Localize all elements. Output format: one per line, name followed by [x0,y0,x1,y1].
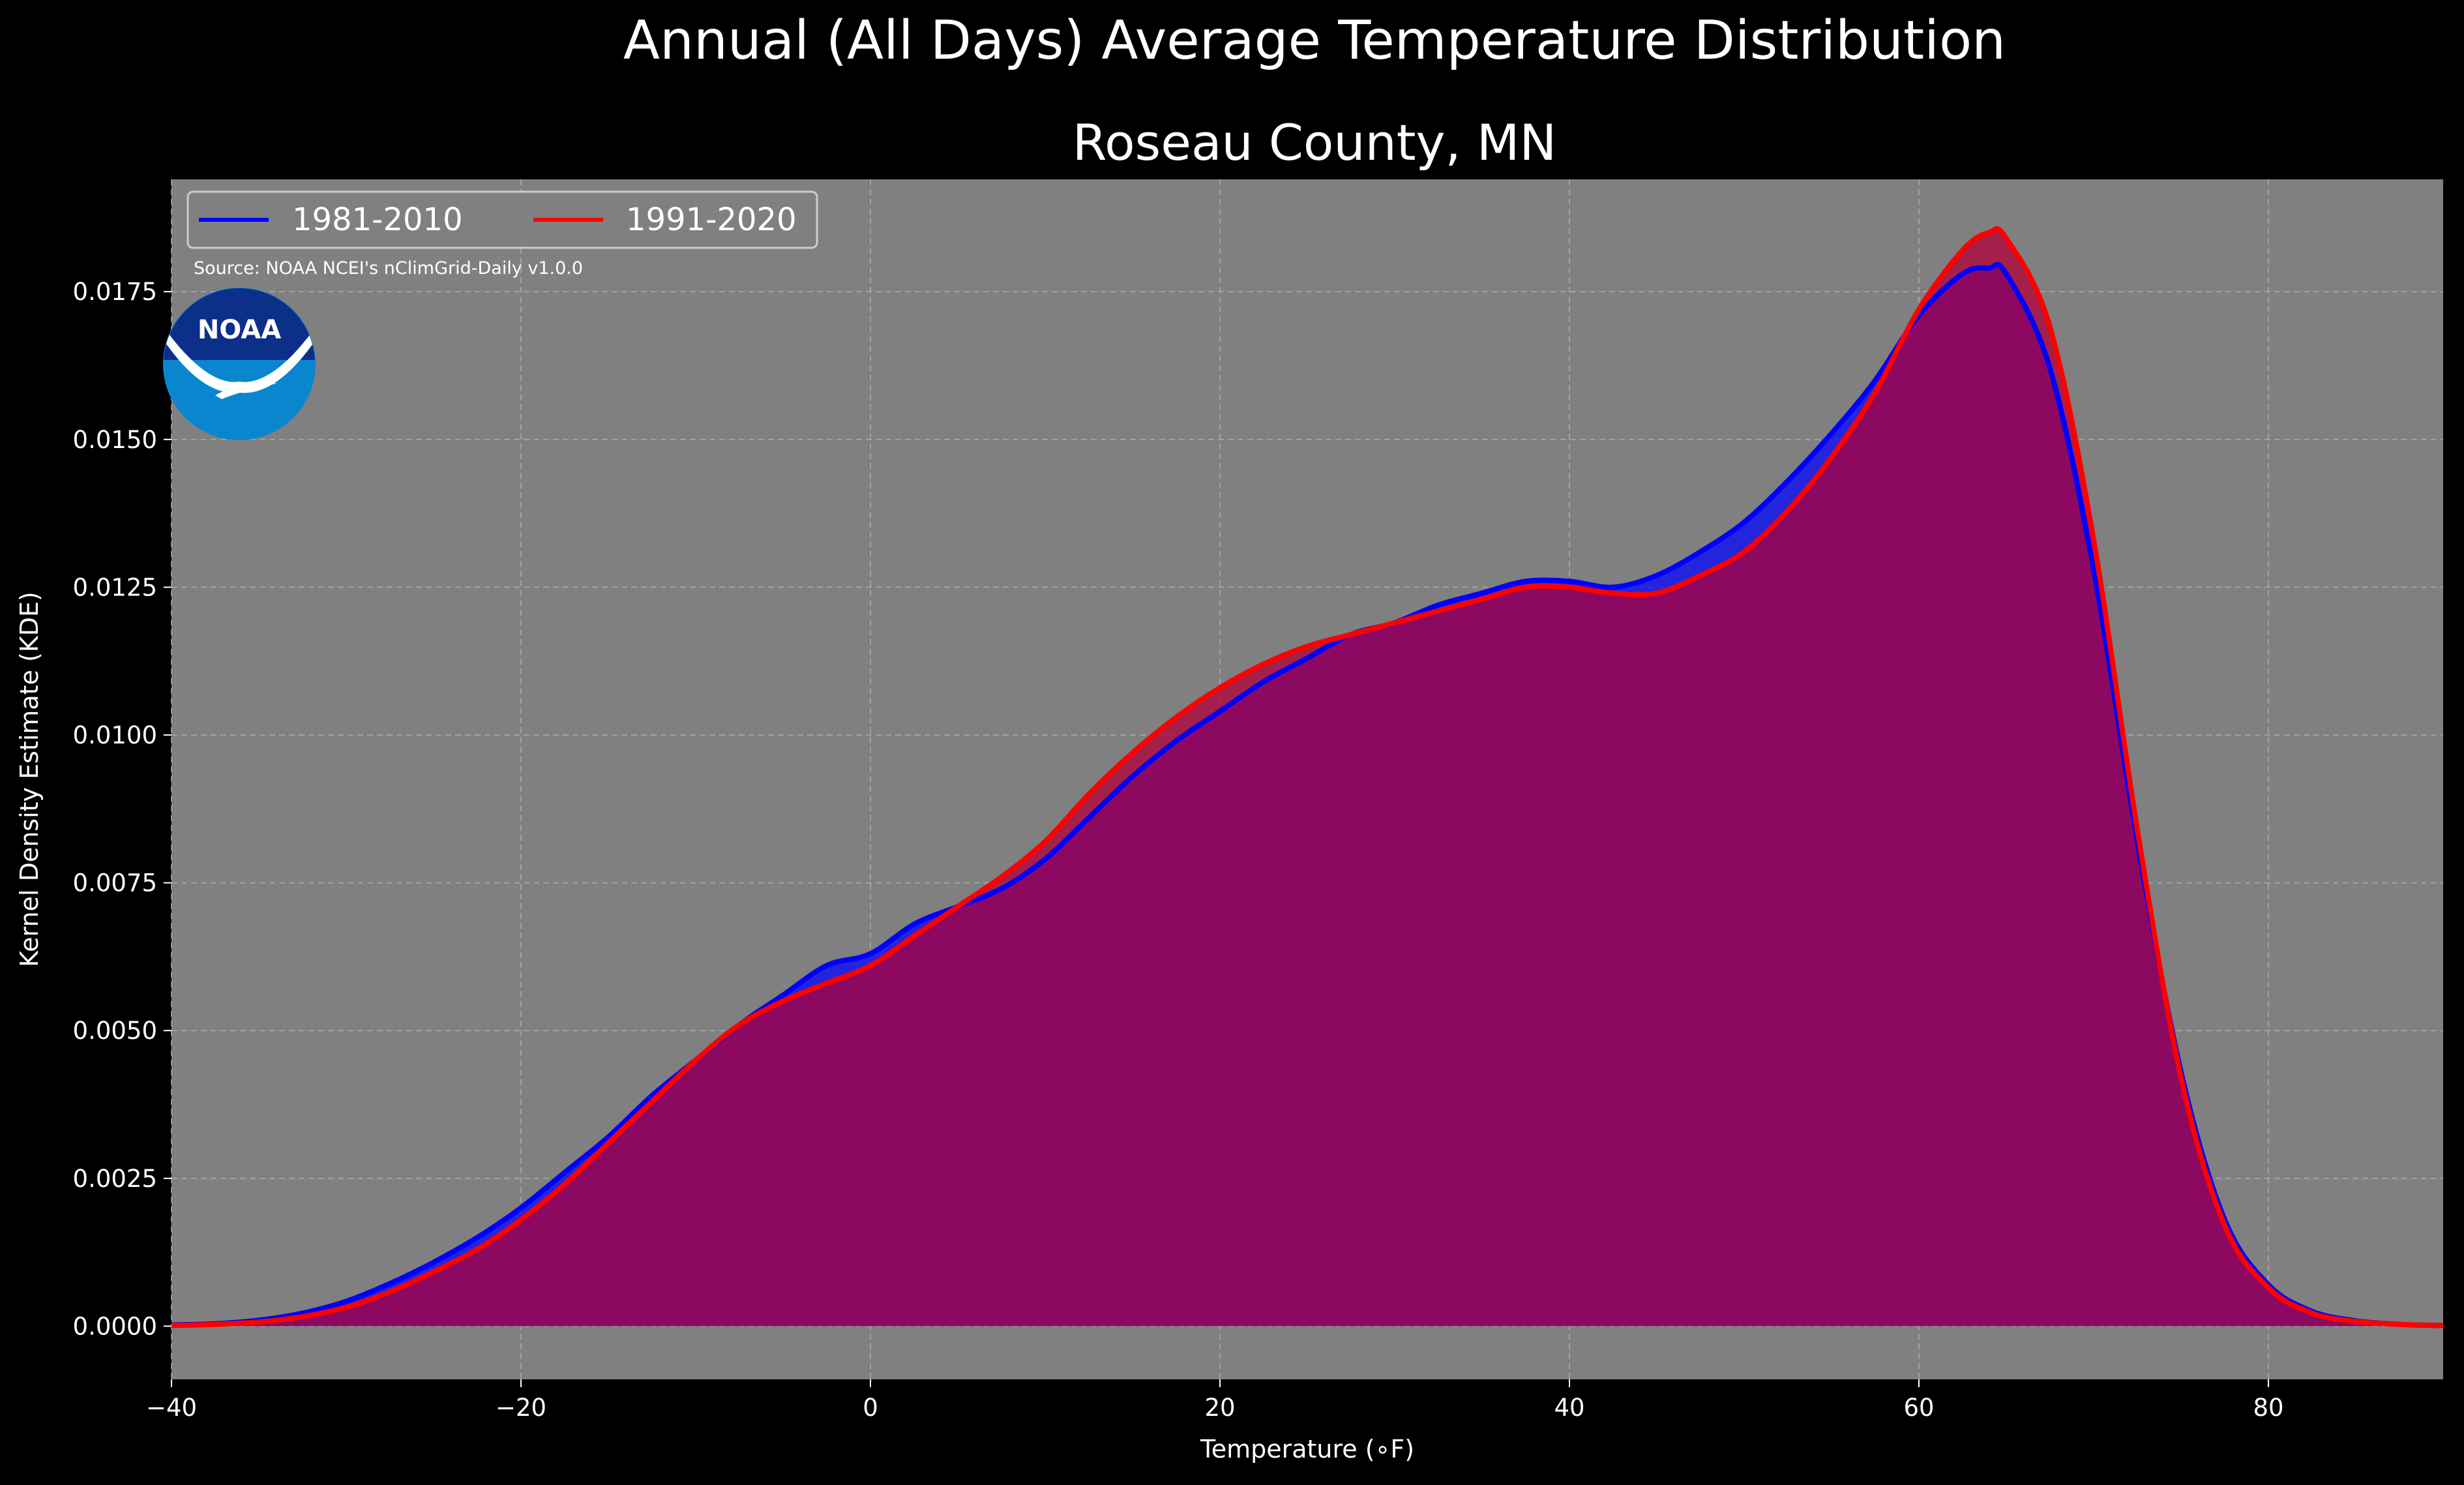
series-1991-2020-area [171,228,2443,1327]
logo-text: NOAA [198,315,281,345]
chart-suptitle: Annual (All Days) Average Temperature Di… [623,10,2006,72]
y-tick-label: 0.0150 [73,426,157,454]
legend-label-1991-2020: 1991-2020 [626,202,797,238]
y-tick-label: 0.0100 [73,721,157,749]
series-1991-2020-line [171,226,2444,1328]
logo-wave [164,326,315,393]
legend: 1981-2010 1991-2020 [186,190,818,249]
legend-box [186,190,818,249]
axis-ticks: −40 −20 0 20 40 60 80 0.0000 0.0025 0.0050 0.0075 0… [73,278,2284,1422]
y-tick-label: 0.0000 [73,1312,157,1340]
y-tick-label: 0.0175 [73,278,157,306]
chart-title: Roseau County, MN [1073,113,1557,172]
x-tick-label: −40 [146,1394,197,1422]
x-tick-label: 20 [1204,1394,1235,1422]
series-lines [171,226,2444,1328]
x-tick-label: 80 [2253,1394,2283,1422]
y-tick-label: 0.0125 [73,573,157,601]
y-tick-label: 0.0025 [73,1165,157,1193]
legend-label-1981-2010: 1981-2010 [292,202,463,238]
series-fills [171,228,2443,1327]
y-axis-label: Kernel Density Estimate (KDE) [15,592,44,967]
y-tick-label: 0.0050 [73,1017,157,1045]
x-tick-label: 40 [1554,1394,1584,1422]
logo-bird [215,383,277,399]
source-annotation: Source: NOAA NCEI's nClimGrid-Daily v1.0… [194,258,583,278]
x-tick-label: −20 [496,1394,546,1422]
x-tick-label: 60 [1903,1394,1934,1422]
x-tick-label: 0 [863,1394,878,1422]
y-tick-label: 0.0075 [73,869,157,897]
x-axis-label: Temperature (∘F) [1200,1435,1414,1463]
